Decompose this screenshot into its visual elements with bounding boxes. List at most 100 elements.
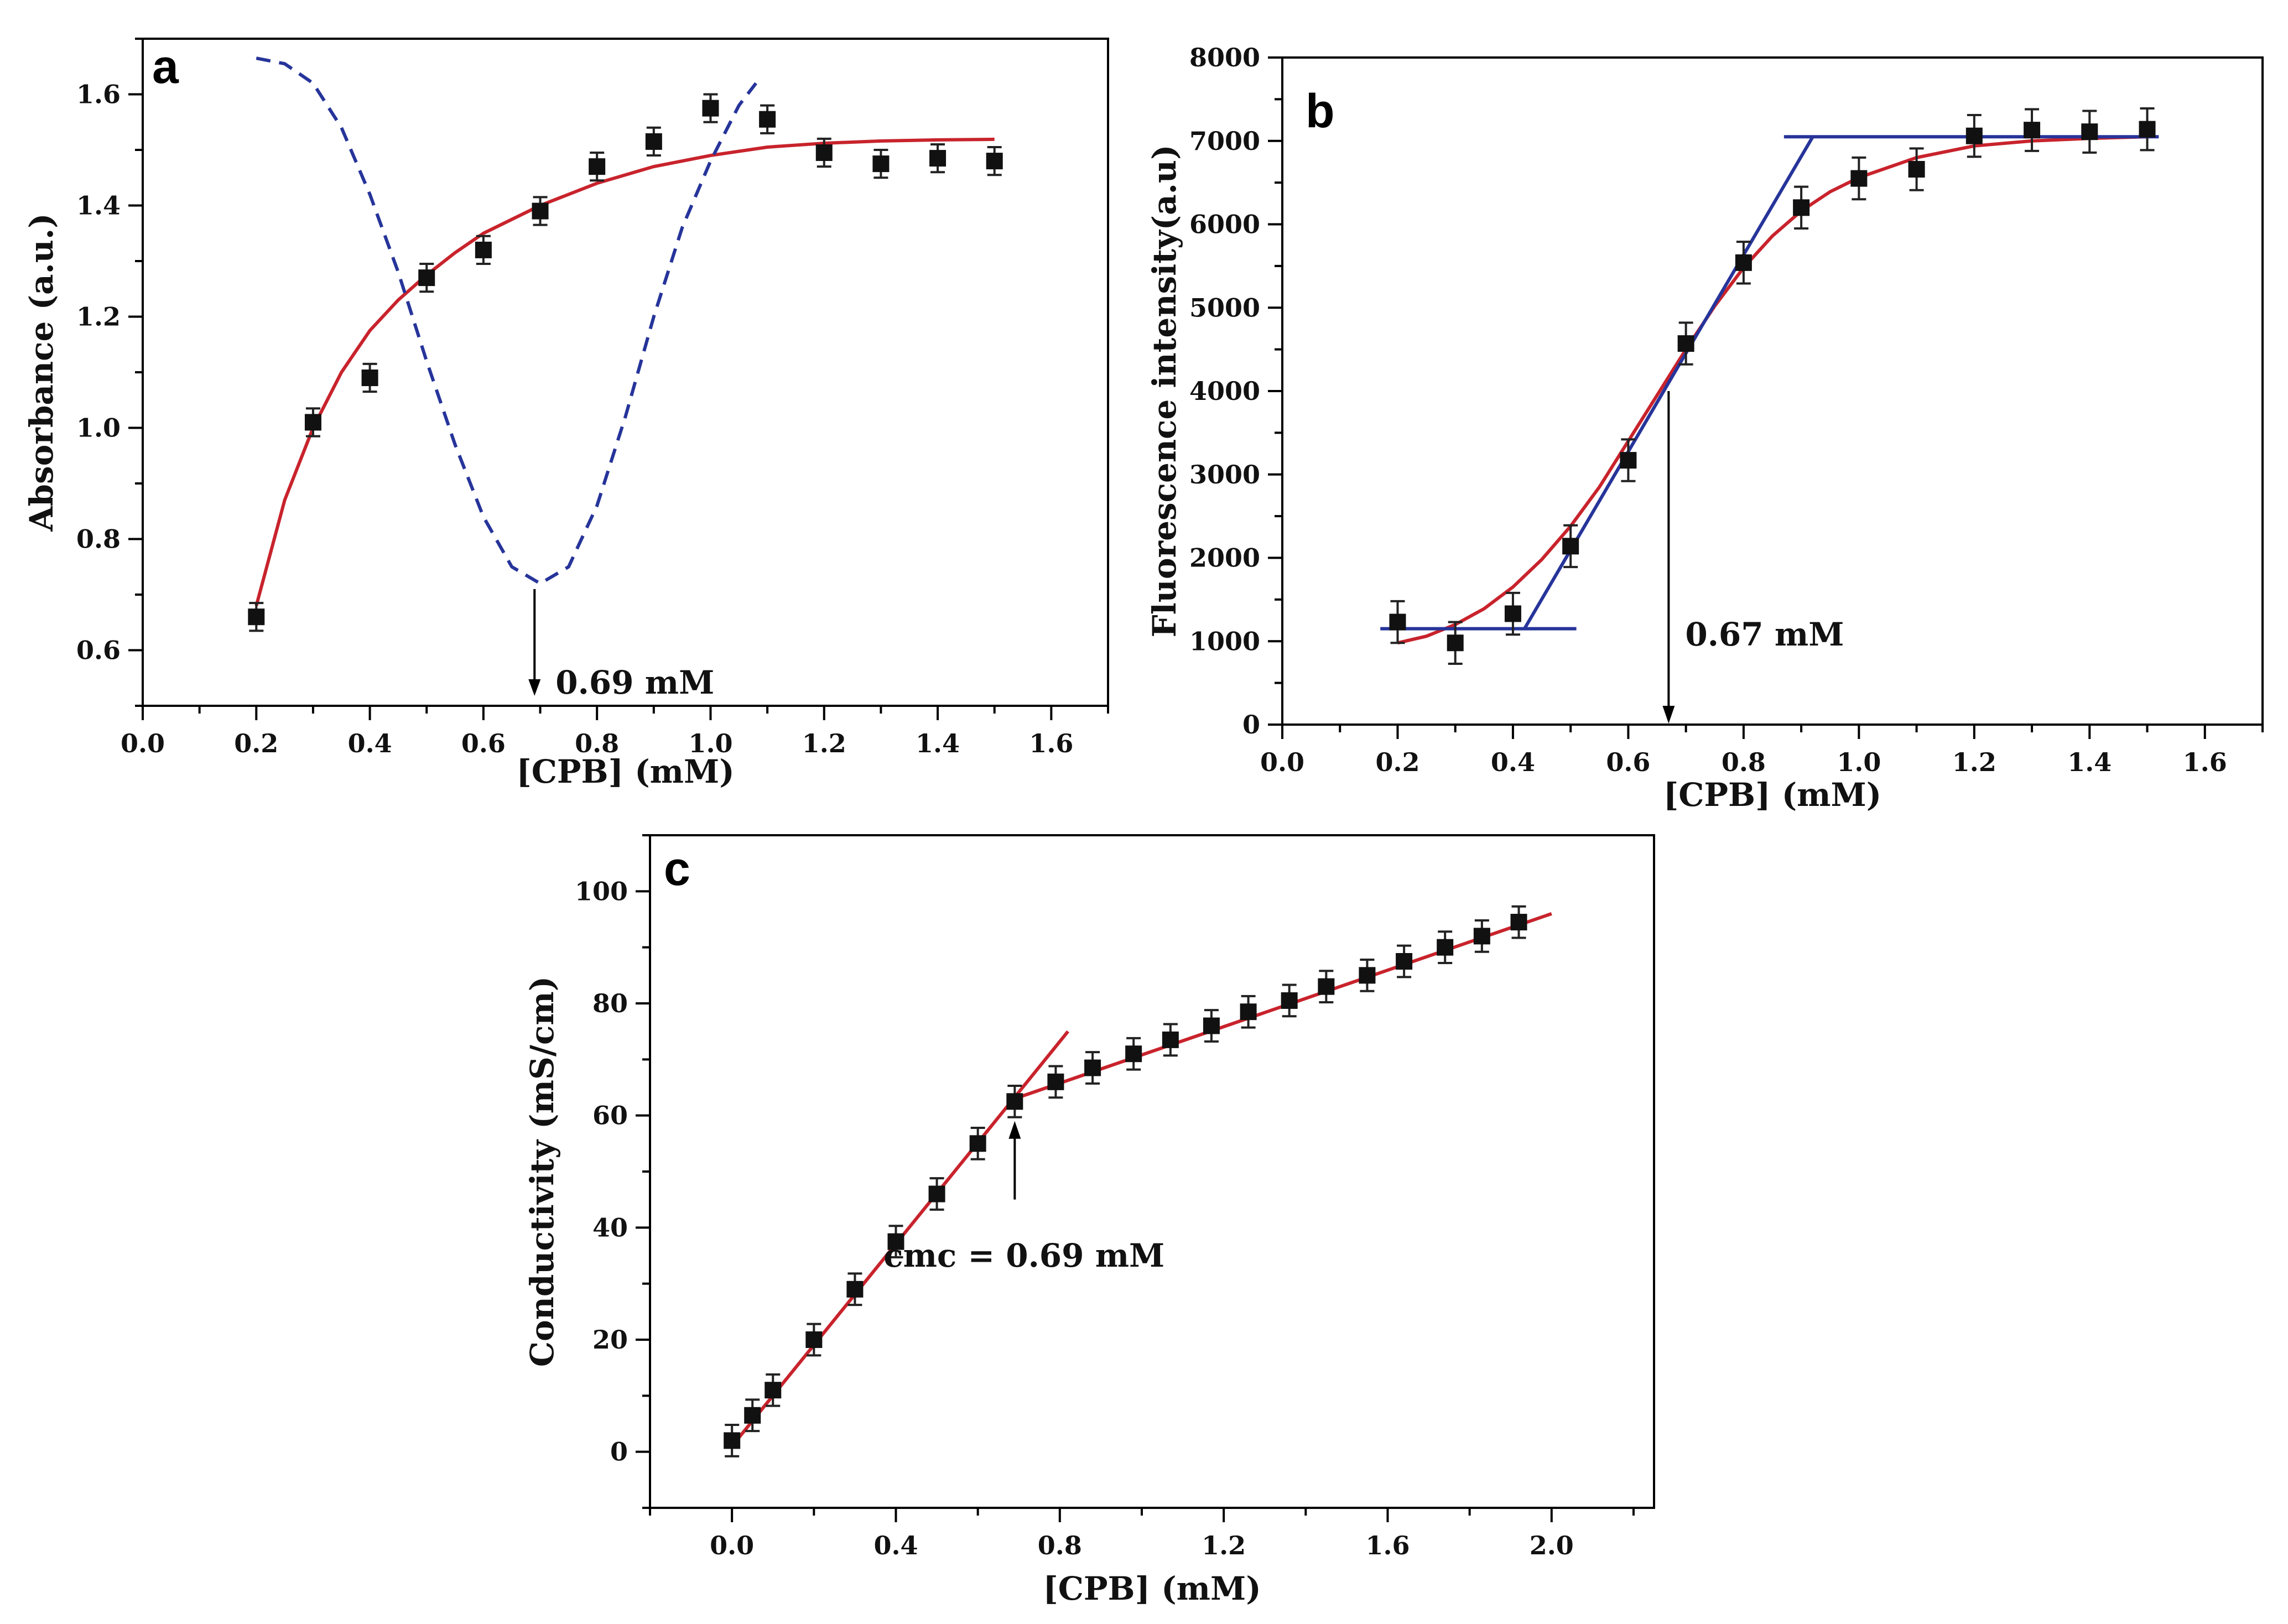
y-tick-label: 0 (1242, 710, 1260, 740)
data-point (1203, 1017, 1220, 1034)
data-point (1473, 928, 1490, 945)
data-point (1965, 127, 1983, 144)
panel-a-absorbance: 0.0 0.2 0.4 0.6 0.8 1.0 1.2 1.4 1.6 0.6 0.8 1.0 1.2 1… (23, 38, 1109, 790)
x-tick-label: 2.0 (1530, 1531, 1574, 1560)
y-tick-label: 80 (592, 988, 628, 1018)
x-tick-label: 1.6 (2183, 747, 2227, 777)
x-tick-label: 1.6 (1029, 728, 1073, 758)
y-tick-label: 0.8 (76, 524, 121, 554)
data-point (1084, 1059, 1101, 1076)
y-axis-label: Fluorescence intensity(a.u) (1146, 144, 1183, 637)
data-point (248, 608, 265, 626)
panel-c-conductivity: 0.0 0.4 0.8 1.2 1.6 2.0 0 20 40 60 80 100 [CPB] (mM)… (523, 834, 1655, 1607)
y-tick-label: 1.0 (76, 413, 121, 443)
y-tick-label: 5000 (1189, 293, 1260, 322)
x-tick-label: 0.4 (348, 728, 392, 758)
data-point (1504, 605, 1521, 622)
data-point (1162, 1031, 1179, 1048)
data-point (589, 158, 606, 175)
x-tick-label: 0.8 (575, 728, 619, 758)
x-tick-label: 0.0 (1260, 747, 1304, 777)
x-tick-label: 1.2 (1202, 1531, 1246, 1560)
data-point (1437, 939, 1454, 956)
y-tick-label: 6000 (1189, 210, 1260, 240)
data-point (1793, 199, 1810, 216)
plot-frame (1281, 56, 2264, 726)
data-point (846, 1281, 864, 1298)
data-point (475, 241, 492, 258)
data-point (815, 144, 833, 162)
x-tick-label: 0.4 (1491, 747, 1535, 777)
y-tick-label: 60 (592, 1101, 628, 1131)
data-point (1850, 170, 1868, 187)
data-point (1447, 634, 1464, 652)
data-point (887, 1233, 904, 1250)
y-tick-label: 2000 (1189, 543, 1260, 573)
x-tick-label: 1.0 (688, 728, 732, 758)
data-point (1677, 335, 1694, 352)
x-tick-label: 0.6 (1606, 747, 1650, 777)
x-tick-label: 0.8 (1722, 747, 1766, 777)
data-point (744, 1407, 761, 1424)
data-point (532, 202, 549, 220)
data-point (361, 369, 378, 387)
data-point (1240, 1003, 1257, 1021)
y-tick-label: 8000 (1189, 43, 1260, 72)
y-tick-label: 0.6 (76, 636, 121, 665)
y-axis-label: Conductivity (mS/cm) (523, 976, 561, 1367)
x-tick-label: 0.8 (1038, 1531, 1082, 1560)
annotation-label: 0.69 mM (555, 664, 714, 701)
data-point (1125, 1045, 1142, 1063)
data-point (1396, 953, 1413, 970)
x-axis-label: [CPB] (mM) (1663, 776, 1881, 814)
plot-frame (649, 834, 1655, 1509)
data-point (1735, 254, 1752, 271)
y-tick-label: 4000 (1189, 376, 1260, 406)
data-point (1359, 967, 1376, 984)
x-tick-label: 1.4 (916, 728, 960, 758)
data-point (872, 155, 890, 173)
y-tick-label: 7000 (1189, 126, 1260, 156)
y-tick-label: 3000 (1189, 460, 1260, 490)
panel-b-fluorescence: 0.0 0.2 0.4 0.6 0.8 1.0 1.2 1.4 1.6 0 1000 2000 3000… (1146, 43, 2264, 814)
data-point (418, 269, 435, 287)
data-point (1620, 452, 1637, 469)
x-axis-label: [CPB] (mM) (516, 753, 734, 790)
y-tick-label: 1.4 (76, 191, 121, 221)
annotation-label: 0.67 mM (1685, 616, 1844, 653)
data-point (2139, 121, 2156, 138)
x-tick-label: 0.2 (234, 728, 278, 758)
x-tick-label: 1.6 (1365, 1531, 1410, 1560)
data-point (805, 1331, 823, 1348)
y-tick-label: 40 (592, 1212, 628, 1242)
data-point (986, 153, 1003, 170)
plot-frame (142, 38, 1109, 707)
y-tick-label: 1000 (1189, 626, 1260, 656)
x-tick-label: 1.4 (2067, 747, 2112, 777)
x-tick-label: 0.0 (710, 1531, 754, 1560)
panel-letter: c (664, 842, 690, 896)
annotation-label: cmc = 0.69 mM (883, 1237, 1164, 1274)
data-point (765, 1382, 782, 1399)
y-tick-label: 1.2 (76, 302, 121, 332)
x-tick-label: 0.2 (1375, 747, 1419, 777)
y-tick-label: 20 (592, 1325, 628, 1355)
x-tick-label: 1.0 (1837, 747, 1881, 777)
data-point (724, 1432, 741, 1449)
data-point (1389, 613, 1406, 631)
x-tick-label: 0.0 (121, 728, 165, 758)
panel-letter: b (1306, 85, 1335, 138)
annotation-arrow-head (528, 679, 541, 696)
data-point (1510, 914, 1527, 931)
data-point (1562, 538, 1579, 555)
y-tick-label: 100 (575, 876, 628, 906)
fit-line-derivative (256, 56, 757, 586)
data-point (1281, 992, 1298, 1009)
data-point (928, 1185, 945, 1203)
data-point (759, 111, 776, 128)
annotation-arrow-head (1662, 706, 1675, 723)
data-point (1318, 978, 1335, 995)
x-axis-label: [CPB] (mM) (1043, 1570, 1261, 1607)
x-tick-label: 0.4 (873, 1531, 918, 1560)
